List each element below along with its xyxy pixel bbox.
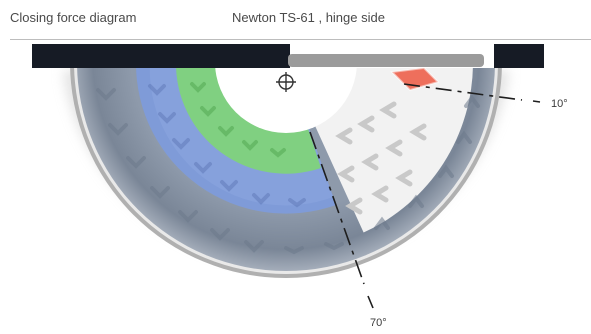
- frame-left: [32, 44, 290, 68]
- angle-label-70: 70°: [370, 317, 387, 329]
- angle-line-10: [403, 83, 541, 103]
- angle-label-10: 10°: [551, 98, 568, 110]
- green-band-arrows: [190, 82, 286, 158]
- white-band-arrows: [335, 101, 427, 215]
- header-divider: [10, 39, 591, 40]
- closer-arm: [288, 54, 484, 67]
- diagram-title: Closing force diagram: [10, 10, 137, 25]
- angle-line-70: [309, 131, 374, 309]
- diagram-subtitle: Newton TS-61 , hinge side: [232, 10, 385, 25]
- inner-core: [215, 66, 357, 133]
- outer-band-arrows: [96, 88, 480, 255]
- blue-band-arrows: [148, 84, 306, 208]
- frame-right: [494, 44, 544, 68]
- crosshair-icon: [276, 72, 296, 92]
